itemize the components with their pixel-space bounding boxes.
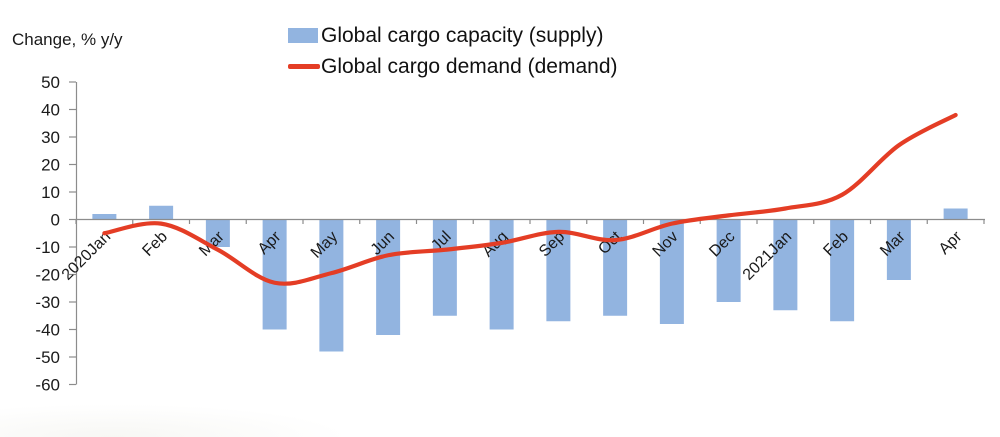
- y-axis-tick-label: -20: [35, 266, 60, 285]
- legend-capacity-label: Global cargo capacity (supply): [321, 24, 604, 47]
- capacity-bar: [149, 205, 174, 220]
- capacity-bar: [432, 219, 457, 316]
- y-axis-unit-label: Change, % y/y: [12, 30, 123, 49]
- y-axis-tick-label: 10: [41, 183, 60, 202]
- capacity-bar: [886, 219, 911, 280]
- capacity-bar: [205, 219, 230, 247]
- capacity-bar: [943, 208, 968, 220]
- y-axis-tick-label: -30: [35, 293, 60, 312]
- capacity-bar: [92, 214, 117, 220]
- y-axis-tick-label: 20: [41, 156, 60, 175]
- legend-item-demand: Global cargo demand (demand): [288, 51, 618, 82]
- capacity-bar: [546, 219, 571, 322]
- x-axis-label: Apr: [936, 228, 966, 258]
- capacity-bar: [262, 219, 287, 330]
- capacity-bar: [319, 219, 344, 352]
- y-axis-tick-label: -60: [35, 376, 60, 395]
- capacity-bar: [773, 219, 798, 311]
- capacity-bar: [716, 219, 741, 302]
- y-axis-tick-label: 50: [41, 73, 60, 92]
- legend-bar-swatch-icon: [288, 28, 318, 43]
- chart-legend: Global cargo capacity (supply) Global ca…: [288, 20, 618, 82]
- capacity-bar: [376, 219, 401, 335]
- y-axis-tick-label: 0: [51, 211, 60, 230]
- capacity-bar: [659, 219, 684, 324]
- x-axis-label: Feb: [139, 228, 171, 260]
- capacity-bar: [603, 219, 628, 316]
- demand-line: [102, 112, 958, 286]
- y-axis-tick-label: -40: [35, 321, 60, 340]
- y-axis-tick-label: 40: [41, 101, 60, 120]
- capacity-bar: [489, 219, 514, 330]
- y-axis-tick-label: -10: [35, 238, 60, 257]
- legend-item-capacity: Global cargo capacity (supply): [288, 20, 618, 51]
- legend-demand-label: Global cargo demand (demand): [321, 55, 618, 78]
- x-axis-label: 2020Jan: [59, 228, 114, 283]
- y-axis-tick-label: -50: [35, 348, 60, 367]
- capacity-bar: [830, 219, 855, 322]
- legend-line-swatch-icon: [288, 64, 320, 69]
- y-axis-tick-label: 30: [41, 128, 60, 147]
